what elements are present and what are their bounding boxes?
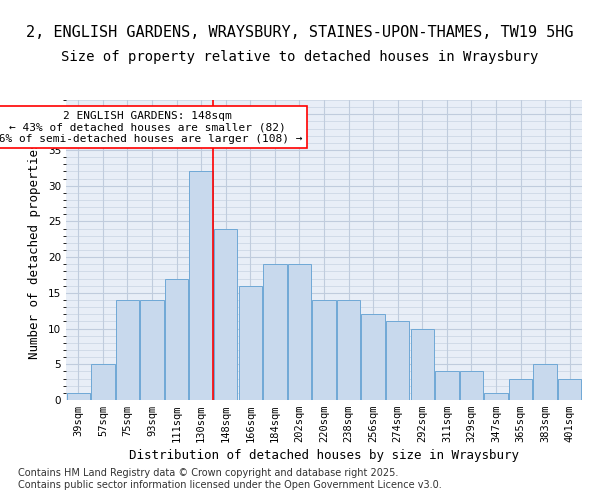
Bar [190, 172, 213, 400]
Text: 2, ENGLISH GARDENS, WRAYSBURY, STAINES-UPON-THAMES, TW19 5HG: 2, ENGLISH GARDENS, WRAYSBURY, STAINES-U… [26, 25, 574, 40]
Bar [313, 300, 335, 400]
Bar [558, 378, 581, 400]
Bar [263, 264, 287, 400]
Text: Size of property relative to detached houses in Wraysbury: Size of property relative to detached ho… [61, 50, 539, 64]
Bar [484, 393, 508, 400]
Bar [116, 300, 139, 400]
Bar [509, 378, 532, 400]
Text: Contains HM Land Registry data © Crown copyright and database right 2025.
Contai: Contains HM Land Registry data © Crown c… [18, 468, 442, 490]
Y-axis label: Number of detached properties: Number of detached properties [28, 141, 41, 359]
Bar [288, 264, 311, 400]
Bar [460, 372, 483, 400]
Bar [140, 300, 164, 400]
X-axis label: Distribution of detached houses by size in Wraysbury: Distribution of detached houses by size … [129, 450, 519, 462]
Text: 2 ENGLISH GARDENS: 148sqm
← 43% of detached houses are smaller (82)
56% of semi-: 2 ENGLISH GARDENS: 148sqm ← 43% of detac… [0, 110, 302, 144]
Bar [386, 322, 409, 400]
Bar [435, 372, 458, 400]
Bar [361, 314, 385, 400]
Bar [533, 364, 557, 400]
Bar [214, 228, 238, 400]
Bar [239, 286, 262, 400]
Bar [165, 278, 188, 400]
Bar [410, 328, 434, 400]
Bar [67, 393, 90, 400]
Bar [337, 300, 360, 400]
Bar [91, 364, 115, 400]
